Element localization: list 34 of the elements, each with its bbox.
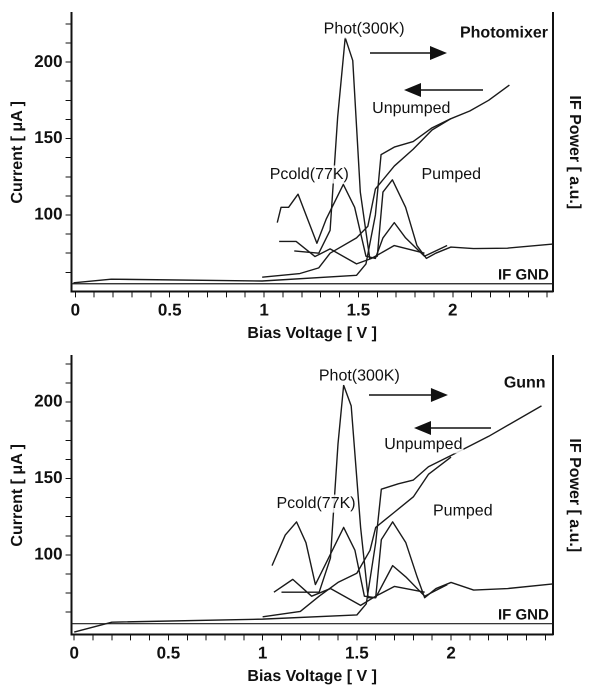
y2-axis-title: IF Power [ a.u.] (566, 95, 583, 210)
annotation: Phot(300K) (324, 20, 405, 38)
annotation: Phot(300K) (318, 367, 400, 384)
x-tick-label: 1.5 (345, 643, 369, 662)
annotation: Photomixer (460, 24, 548, 42)
x-tick-label: 0 (70, 300, 80, 320)
x-tick-label: 2 (448, 300, 458, 320)
y-tick-label: 100 (34, 544, 63, 564)
y-axis-title: Current [ μA ] (9, 444, 26, 547)
annotation: Pumped (433, 502, 493, 520)
y-axis-title: Current [ μA ] (9, 101, 26, 204)
ref-line-label: IF GND (498, 606, 549, 624)
y-tick-label: 200 (34, 392, 63, 411)
x-tick-label: 0 (69, 643, 79, 662)
y-tick-label: 200 (34, 52, 63, 71)
annotation: Unpumped (384, 436, 462, 453)
x-tick-label: 2 (446, 643, 456, 662)
y-tick-label: 150 (34, 128, 63, 148)
annotation: Pcold(77K) (270, 166, 349, 183)
x-tick-label: 0.5 (156, 643, 180, 662)
x-tick-label: 0.5 (158, 300, 182, 320)
x-tick-label: 1.5 (346, 300, 370, 320)
x-tick-label: 1 (259, 300, 269, 320)
annotation: Pcold(77K) (276, 495, 356, 512)
y-tick-label: 150 (34, 468, 63, 488)
annotation: Pumped (421, 166, 482, 183)
ref-line-label: IF GND (498, 266, 549, 284)
annotation: Gunn (504, 374, 546, 392)
y2-axis-title: IF Power [ a.u.] (566, 438, 583, 552)
y-tick-label: 100 (34, 204, 63, 224)
x-axis-title: Bias Voltage [ V ] (247, 324, 377, 342)
x-axis-title: Bias Voltage [ V ] (247, 668, 377, 685)
annotation: Unpumped (372, 100, 450, 118)
x-tick-label: 1 (258, 643, 268, 662)
